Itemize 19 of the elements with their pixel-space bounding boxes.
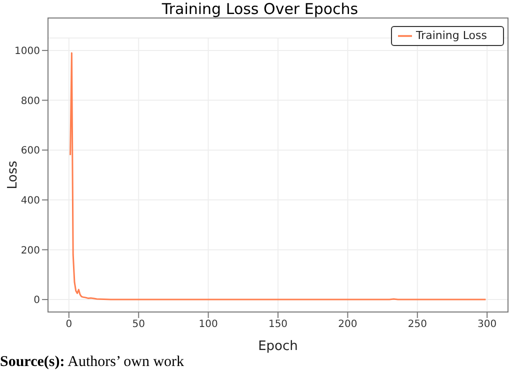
x-tick-label: 100 bbox=[198, 319, 218, 330]
line-series bbox=[70, 52, 486, 300]
x-tick-label: 0 bbox=[66, 319, 72, 330]
y-tick-label: 800 bbox=[20, 96, 40, 107]
source-note: Source(s): Authors’ own work bbox=[0, 354, 184, 371]
chart-title: Training Loss Over Epochs bbox=[160, 0, 360, 18]
y-tick-label: 400 bbox=[20, 195, 40, 206]
y-tick-label: 200 bbox=[20, 245, 40, 256]
y-tick-label: 1000 bbox=[14, 46, 40, 58]
y-tick-label: 600 bbox=[20, 146, 40, 157]
legend-label: Training Loss bbox=[416, 29, 487, 42]
x-tick-label: 250 bbox=[408, 319, 427, 330]
y-tick-label: 0 bbox=[34, 295, 40, 306]
x-tick-label: 50 bbox=[132, 319, 145, 330]
x-tick-label: 300 bbox=[478, 319, 497, 330]
x-axis-title: Epoch bbox=[258, 339, 298, 354]
x-tick-label: 200 bbox=[338, 319, 358, 330]
y-axis-title: Loss bbox=[6, 160, 21, 190]
x-tick-label: 150 bbox=[268, 319, 288, 330]
